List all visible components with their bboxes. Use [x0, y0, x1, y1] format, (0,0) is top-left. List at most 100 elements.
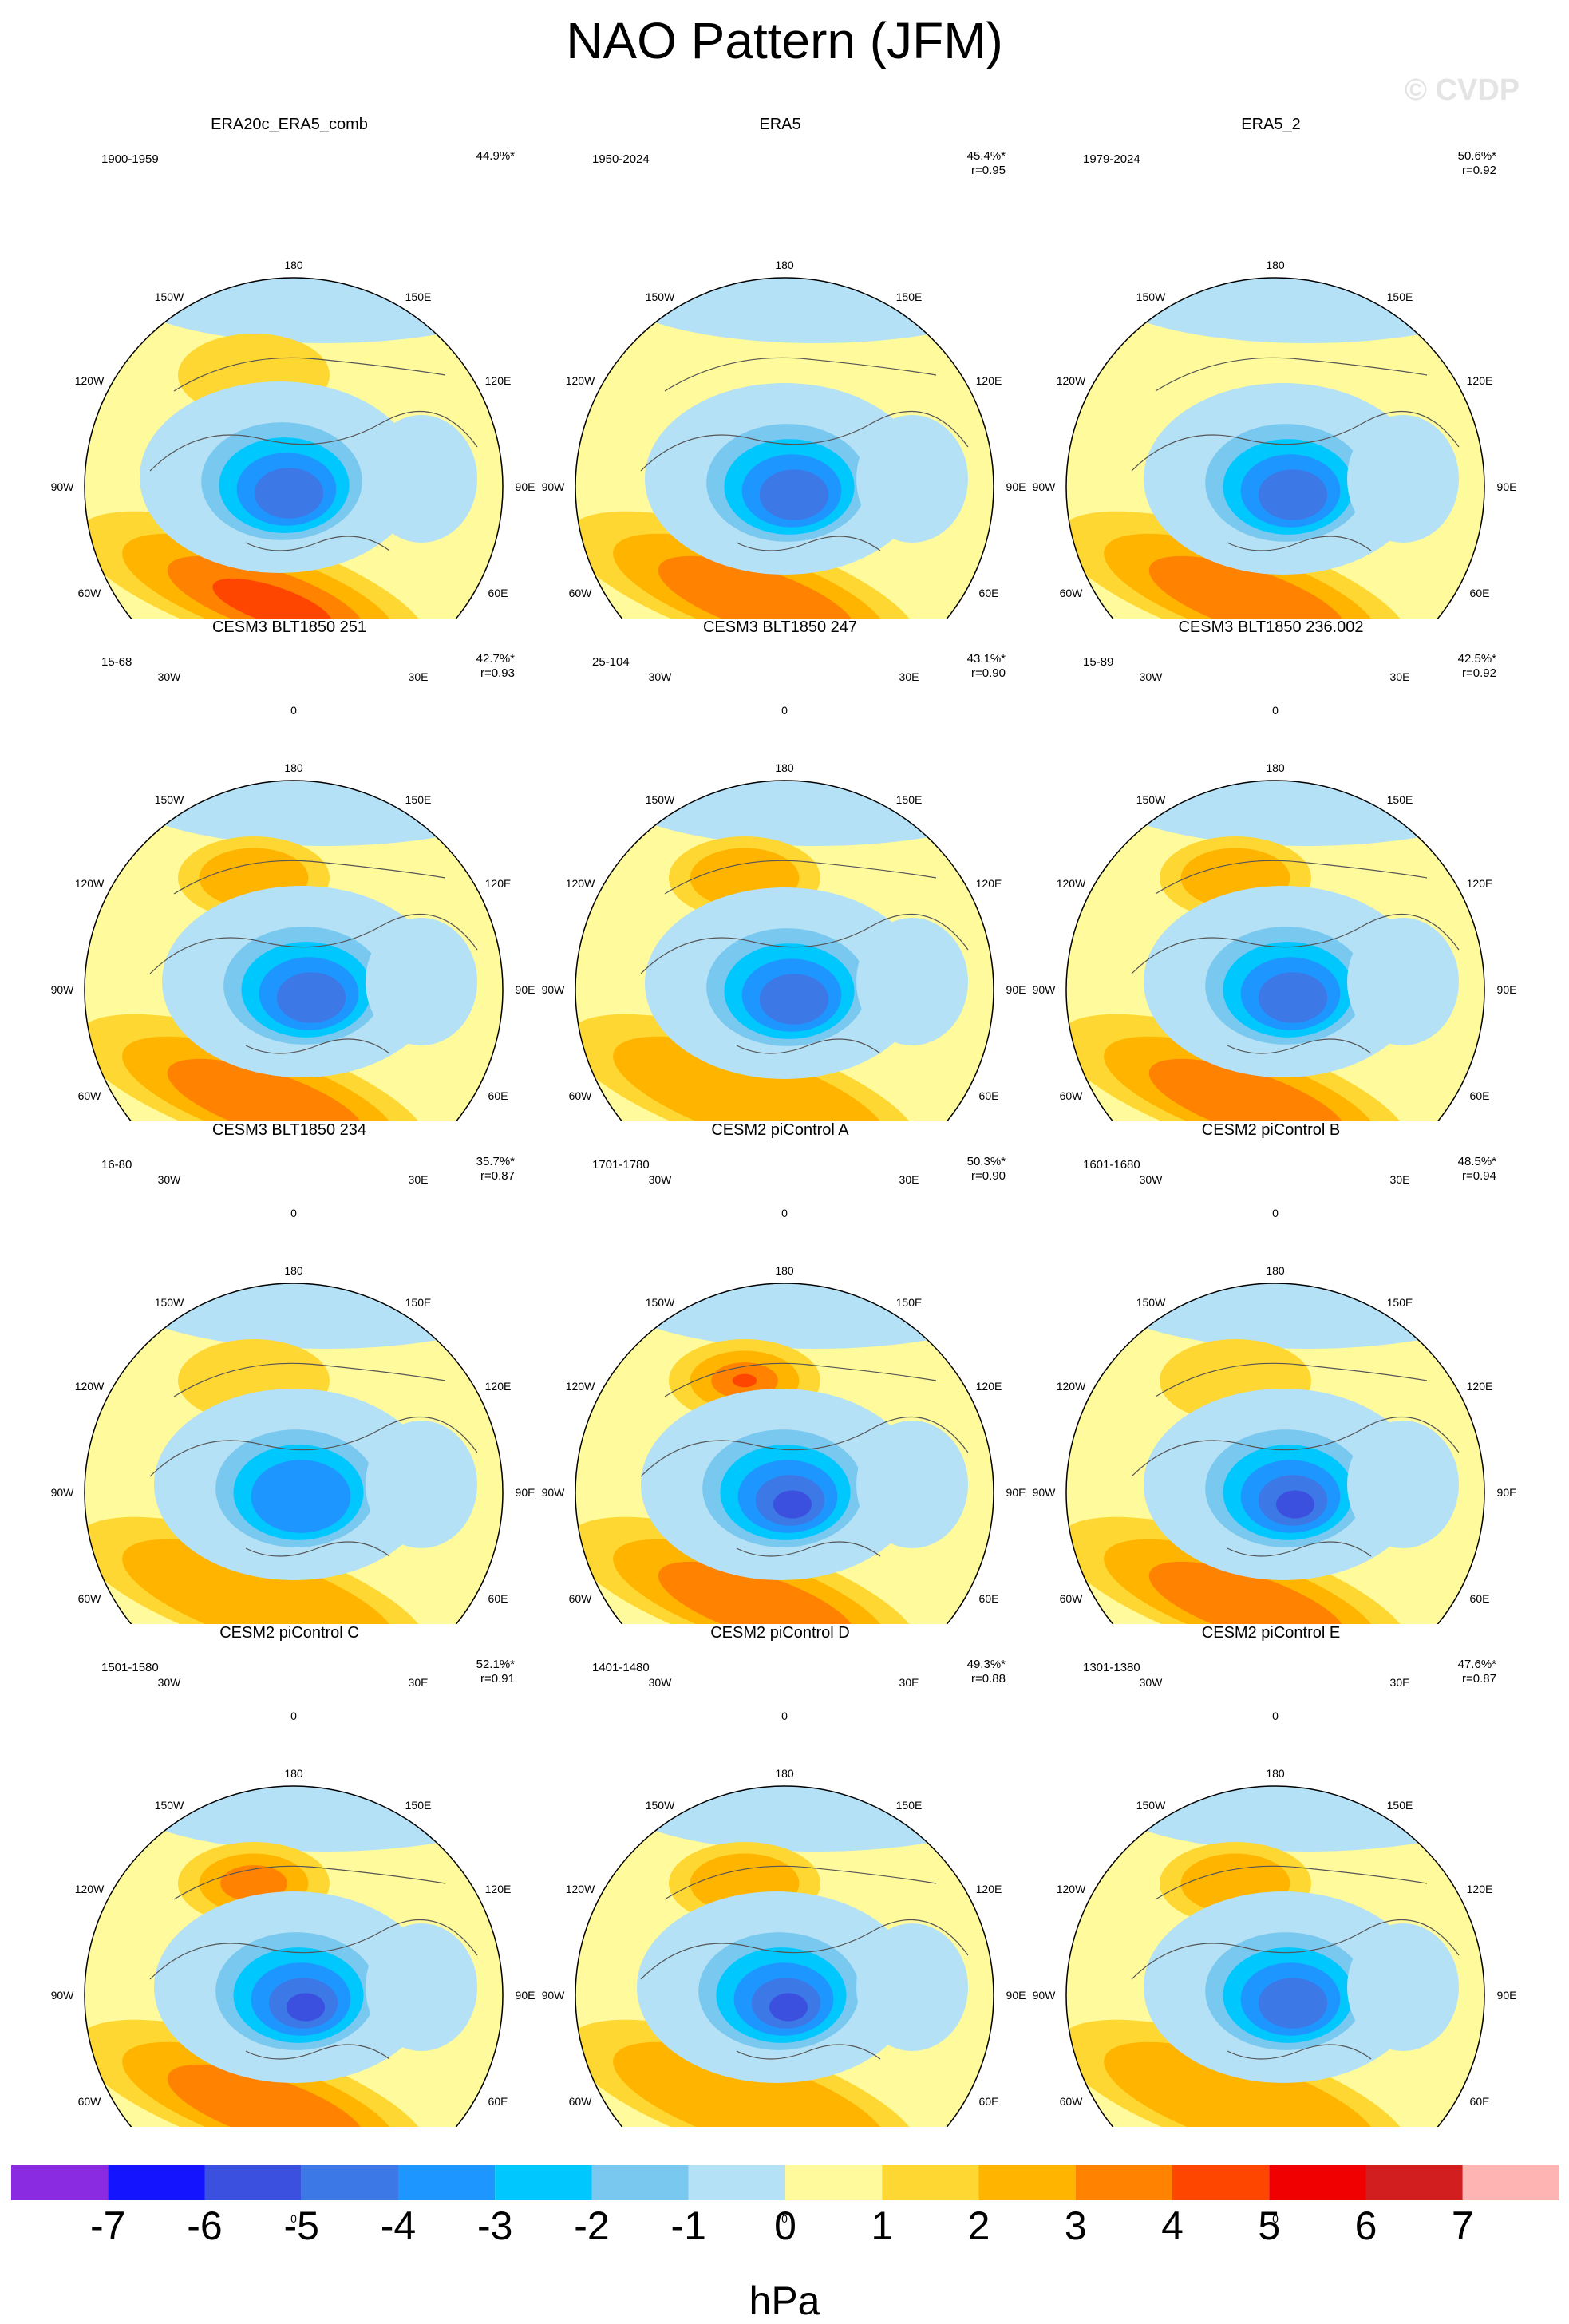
- longitude-label: 90E: [515, 983, 536, 996]
- longitude-label: 150E: [895, 1799, 923, 1812]
- longitude-label: 90W: [1032, 480, 1056, 493]
- panel-period: 1979-2024: [1083, 152, 1140, 166]
- longitude-label: 60W: [1059, 1592, 1083, 1605]
- longitude-label: 120W: [1056, 877, 1086, 890]
- longitude-label: 60E: [1469, 2095, 1490, 2108]
- polar-map: [575, 1283, 994, 1624]
- longitude-label: 60E: [1469, 587, 1490, 599]
- pattern-correlation: r=0.93: [480, 666, 515, 680]
- longitude-label: 150E: [1386, 290, 1413, 303]
- longitude-label: 120W: [1056, 1380, 1086, 1393]
- longitude-label: 30E: [899, 1676, 919, 1689]
- longitude-label: 90E: [1496, 1486, 1517, 1499]
- longitude-label: 60E: [978, 1592, 999, 1605]
- colorbar-tick-label: -4: [380, 2203, 417, 2248]
- colorbar-tick-label: -3: [477, 2203, 513, 2248]
- panel-period: 1301-1380: [1083, 1661, 1140, 1674]
- longitude-label: 60W: [77, 1089, 101, 1102]
- pattern-correlation: r=0.90: [971, 666, 1006, 680]
- colorbar-tick-label: -1: [670, 2203, 706, 2248]
- panel-title: CESM3 BLT1850 236.002: [1178, 619, 1364, 636]
- polar-map: [1065, 780, 1485, 1121]
- longitude-label: 150E: [405, 1799, 432, 1812]
- panel-period: 1900-1959: [101, 152, 159, 166]
- longitude-label: 30E: [899, 1173, 919, 1186]
- longitude-label: 30W: [1139, 670, 1163, 683]
- longitude-label: 120E: [975, 877, 1002, 890]
- pattern-correlation: r=0.92: [1462, 164, 1496, 177]
- colorbar-tick-label: -6: [187, 2203, 223, 2248]
- panel-period: 25-104: [592, 655, 630, 669]
- longitude-label: 0: [290, 704, 297, 717]
- longitude-label: 30W: [157, 1676, 181, 1689]
- longitude-label: 90E: [1006, 983, 1026, 996]
- longitude-label: 150E: [405, 290, 432, 303]
- pattern-correlation: r=0.87: [480, 1169, 515, 1183]
- variance-explained: 50.3%*: [966, 1155, 1006, 1168]
- panel-title: CESM3 BLT1850 234: [211, 1121, 367, 1139]
- longitude-label: 150W: [154, 793, 184, 806]
- longitude-label: 120W: [74, 877, 105, 890]
- longitude-label: 150W: [645, 1799, 675, 1812]
- colorbar-segment: [882, 2165, 979, 2200]
- longitude-label: 30W: [648, 670, 672, 683]
- longitude-label: 180: [1266, 1767, 1285, 1780]
- longitude-label: 150W: [154, 1799, 184, 1812]
- panel-title: CESM3 BLT1850 247: [702, 619, 858, 636]
- pattern-correlation: r=0.94: [1462, 1169, 1496, 1183]
- longitude-label: 60E: [978, 1089, 999, 1102]
- longitude-label: 150W: [154, 290, 184, 303]
- longitude-label: 120W: [565, 374, 595, 387]
- variance-explained: 49.3%*: [966, 1658, 1006, 1671]
- map-panel: CESM3 BLT1850 234 16-80 35.7%* r=0.87 180 0 90…: [28, 1121, 551, 1722]
- longitude-label: 60E: [1469, 1089, 1490, 1102]
- longitude-label: 60W: [77, 587, 101, 599]
- longitude-label: 180: [775, 1264, 794, 1277]
- longitude-label: 120W: [565, 877, 595, 890]
- variance-explained: 48.5%*: [1457, 1155, 1496, 1168]
- map-panel: CESM2 piControl B 1601-1680 48.5%* r=0.94 18…: [1010, 1121, 1532, 1722]
- longitude-label: 150E: [1386, 1296, 1413, 1309]
- variance-explained: 47.6%*: [1457, 1658, 1496, 1671]
- longitude-label: 180: [284, 1767, 303, 1780]
- longitude-label: 150W: [154, 1296, 184, 1309]
- longitude-label: 150W: [645, 290, 675, 303]
- longitude-label: 180: [775, 761, 794, 774]
- panel-title: CESM2 piControl E: [1201, 1624, 1341, 1642]
- longitude-label: 120E: [484, 374, 512, 387]
- polar-map: [1065, 277, 1485, 619]
- longitude-label: 150E: [895, 290, 923, 303]
- longitude-label: 90E: [1006, 1989, 1026, 2002]
- longitude-label: 60E: [978, 2095, 999, 2108]
- map-panel: ERA5_2 1979-2024 50.6%* r=0.92 180 0 90W 90E 150…: [1010, 116, 1532, 717]
- panel-period: 16-80: [101, 1158, 132, 1172]
- longitude-label: 60W: [568, 2095, 592, 2108]
- longitude-label: 150W: [645, 793, 675, 806]
- colorbar-tick-label: 1: [871, 2203, 894, 2248]
- polar-map: [1065, 1785, 1485, 2127]
- longitude-label: 30E: [408, 670, 429, 683]
- longitude-label: 180: [775, 1767, 794, 1780]
- longitude-label: 0: [781, 1207, 788, 1219]
- longitude-label: 90W: [1032, 983, 1056, 996]
- longitude-label: 0: [1272, 1207, 1279, 1219]
- panel-title: ERA20c_ERA5_comb: [211, 116, 368, 133]
- longitude-label: 90E: [1496, 480, 1517, 493]
- longitude-label: 60E: [1469, 1592, 1490, 1605]
- colorbar-segment: [1172, 2165, 1270, 2200]
- longitude-label: 120E: [484, 1883, 512, 1895]
- longitude-label: 90W: [50, 983, 74, 996]
- longitude-label: 30E: [408, 1173, 429, 1186]
- map-panel: CESM2 piControl D 1401-1480 49.3%* r=0.88 18…: [519, 1624, 1041, 2225]
- longitude-label: 180: [1266, 761, 1285, 774]
- panel-title: ERA5_2: [1241, 116, 1301, 133]
- longitude-label: 30E: [1389, 670, 1410, 683]
- longitude-label: 90W: [541, 1486, 565, 1499]
- longitude-label: 120E: [975, 1380, 1002, 1393]
- panel-period: 1501-1580: [101, 1661, 159, 1674]
- colorbar-segment: [785, 2165, 883, 2200]
- longitude-label: 150E: [1386, 793, 1413, 806]
- colorbar-segment: [398, 2165, 496, 2200]
- longitude-label: 150E: [405, 793, 432, 806]
- colorbar-segment: [978, 2165, 1076, 2200]
